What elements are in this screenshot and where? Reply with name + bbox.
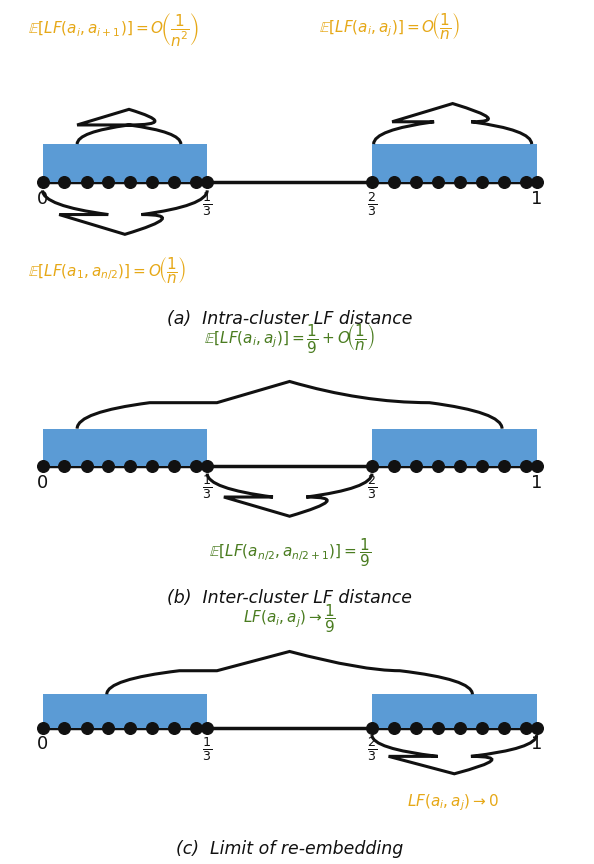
Point [82, 459, 91, 473]
Point [411, 175, 421, 189]
Text: $\mathbb{E}[LF(a_1, a_{n/2})] = O\!\left(\dfrac{1}{n}\right)$: $\mathbb{E}[LF(a_1, a_{n/2})] = O\!\left… [28, 255, 186, 285]
Point [191, 721, 201, 734]
Point [82, 175, 91, 189]
Text: $\mathbb{E}[LF(a_i, a_j)] = O\!\left(\dfrac{1}{n}\right)$: $\mathbb{E}[LF(a_i, a_j)] = O\!\left(\df… [319, 11, 460, 41]
Point [455, 175, 465, 189]
Point [367, 721, 377, 734]
Point [103, 459, 113, 473]
Point [433, 459, 443, 473]
Text: $LF(a_i, a_j) \to 0$: $LF(a_i, a_j) \to 0$ [407, 792, 498, 813]
Point [389, 175, 399, 189]
Point [147, 175, 157, 189]
Point [499, 175, 508, 189]
Point [389, 459, 399, 473]
Text: $\frac{2}{3}$: $\frac{2}{3}$ [367, 473, 377, 501]
Point [521, 175, 530, 189]
Text: $\mathbb{E}[LF(a_i, a_j)] = \dfrac{1}{9} + O\!\left(\dfrac{1}{n}\right)$: $\mathbb{E}[LF(a_i, a_j)] = \dfrac{1}{9}… [204, 322, 375, 355]
Point [170, 721, 179, 734]
Point [532, 459, 541, 473]
Text: (c)  Limit of re-embedding: (c) Limit of re-embedding [176, 840, 403, 858]
FancyBboxPatch shape [372, 695, 536, 727]
FancyBboxPatch shape [43, 695, 207, 727]
Point [103, 721, 113, 734]
Point [191, 175, 201, 189]
Text: $\frac{1}{3}$: $\frac{1}{3}$ [202, 473, 212, 501]
Point [59, 175, 69, 189]
Point [59, 459, 69, 473]
Text: 0: 0 [37, 190, 48, 208]
Text: $LF(a_i, a_j) \to \dfrac{1}{9}$: $LF(a_i, a_j) \to \dfrac{1}{9}$ [243, 602, 336, 635]
Point [59, 721, 69, 734]
Point [38, 175, 48, 189]
Text: $\mathbb{E}[LF(a_{n/2}, a_{n/2+1})] = \dfrac{1}{9}$: $\mathbb{E}[LF(a_{n/2}, a_{n/2+1})] = \d… [208, 537, 371, 569]
Point [532, 721, 541, 734]
Point [367, 459, 377, 473]
Point [433, 721, 443, 734]
Point [126, 459, 135, 473]
Point [170, 175, 179, 189]
Point [203, 459, 212, 473]
Point [126, 721, 135, 734]
Point [203, 175, 212, 189]
Point [532, 175, 541, 189]
Point [455, 721, 465, 734]
Point [203, 721, 212, 734]
FancyBboxPatch shape [43, 144, 207, 182]
Text: $\frac{2}{3}$: $\frac{2}{3}$ [367, 735, 377, 763]
Text: 0: 0 [37, 473, 48, 492]
Point [521, 721, 530, 734]
Point [455, 459, 465, 473]
Text: $\frac{2}{3}$: $\frac{2}{3}$ [367, 190, 377, 219]
Text: 1: 1 [531, 473, 542, 492]
Point [411, 459, 421, 473]
FancyBboxPatch shape [372, 429, 536, 466]
Point [411, 721, 421, 734]
Text: 1: 1 [531, 735, 542, 753]
Point [126, 175, 135, 189]
Text: 1: 1 [531, 190, 542, 208]
Point [147, 721, 157, 734]
Point [191, 459, 201, 473]
Point [433, 175, 443, 189]
Point [499, 459, 508, 473]
Text: (a)  Intra-cluster LF distance: (a) Intra-cluster LF distance [167, 309, 412, 327]
Point [499, 721, 508, 734]
Text: $\frac{1}{3}$: $\frac{1}{3}$ [202, 735, 212, 763]
Point [477, 175, 486, 189]
Point [147, 459, 157, 473]
Point [367, 175, 377, 189]
Point [389, 721, 399, 734]
Point [170, 459, 179, 473]
Point [521, 459, 530, 473]
FancyBboxPatch shape [372, 144, 536, 182]
FancyBboxPatch shape [43, 429, 207, 466]
Text: 0: 0 [37, 735, 48, 753]
Text: $\mathbb{E}[LF(a_i, a_{i+1})] = O\!\left(\dfrac{1}{n^2}\right)$: $\mathbb{E}[LF(a_i, a_{i+1})] = O\!\left… [28, 11, 199, 48]
Point [82, 721, 91, 734]
Text: (b)  Inter-cluster LF distance: (b) Inter-cluster LF distance [167, 589, 412, 607]
Point [38, 721, 48, 734]
Point [38, 459, 48, 473]
Text: $\frac{1}{3}$: $\frac{1}{3}$ [202, 190, 212, 219]
Point [103, 175, 113, 189]
Point [477, 459, 486, 473]
Point [477, 721, 486, 734]
